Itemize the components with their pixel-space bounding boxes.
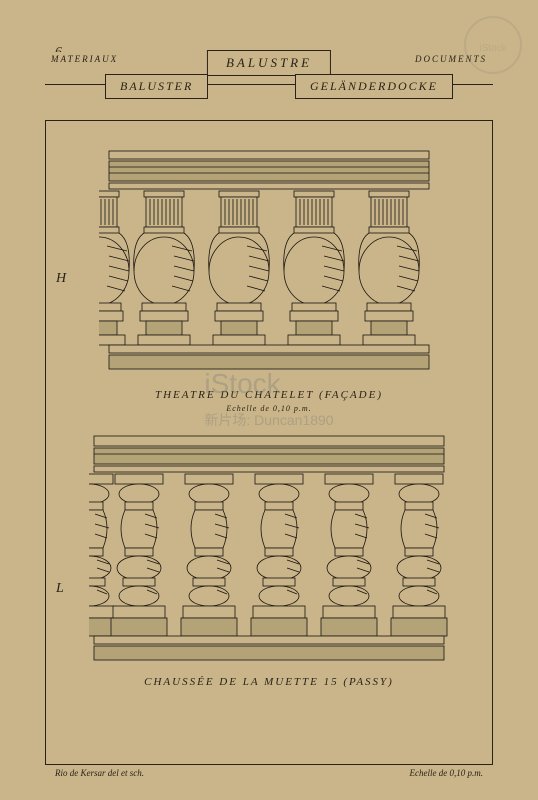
header-banner-group: MATERIAUX DOCUMENTS BALUSTRE BALUSTER GE… (45, 50, 493, 110)
document-page: 6 MATERIAUX DOCUMENTS BALUSTRE BALUSTER … (0, 0, 538, 800)
side-label-top: H (56, 271, 66, 287)
illustration-bottom: CHAUSSÉE DE LA MUETTE 15 (PASSY) (76, 428, 462, 688)
footer-credit-left: Rio de Kersar del et sch. (55, 768, 144, 778)
footer-scale-right: Echelle de 0,10 p.m. (410, 768, 483, 778)
balustrade-engraving-top (99, 141, 439, 381)
banner-top-right: DOCUMENTS (409, 52, 493, 66)
illustration-frame: H (45, 120, 493, 765)
illustration-top: THEATRE DU CHATELET (FAÇADE) Echelle de … (76, 141, 462, 413)
banner-title-left: BALUSTER (105, 74, 208, 99)
caption-bottom-main: CHAUSSÉE DE LA MUETTE 15 (PASSY) (76, 676, 462, 688)
banner-title-center: BALUSTRE (207, 50, 331, 76)
caption-top-main: THEATRE DU CHATELET (FAÇADE) (76, 389, 462, 401)
banner-title-right: GELÄNDERDOCKE (295, 74, 453, 99)
caption-top-sub: Echelle de 0,10 p.m. (76, 404, 462, 413)
banner-top-left: MATERIAUX (45, 52, 124, 66)
side-label-bottom: L (56, 581, 64, 597)
balustrade-engraving-bottom (89, 428, 449, 668)
